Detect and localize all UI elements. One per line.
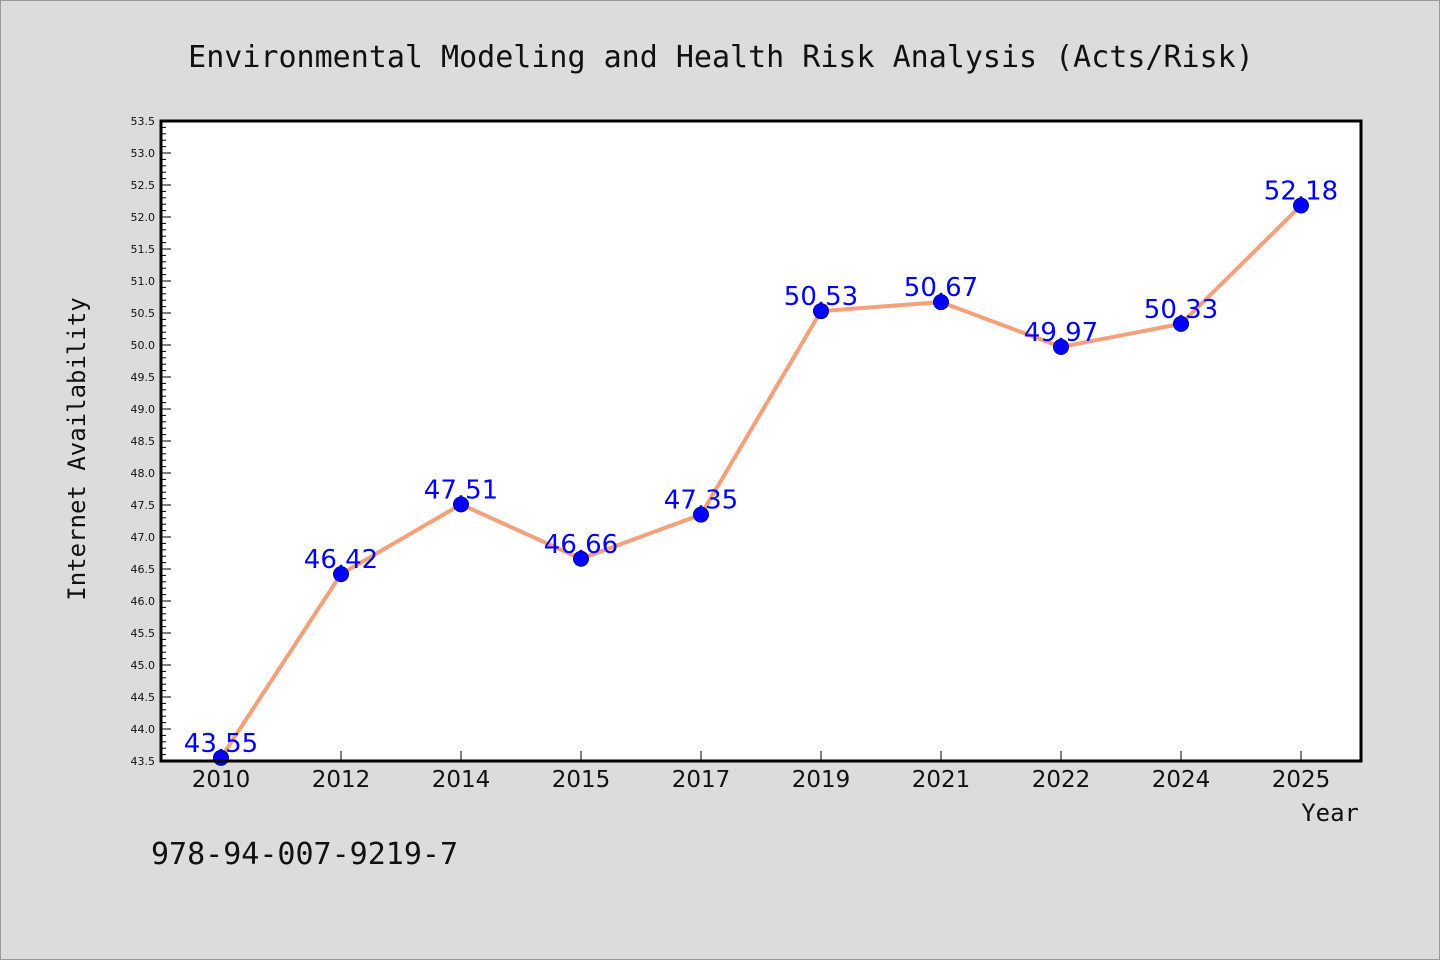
- data-series: 43.55 46.42 47.51 46.66 47.35 50.53 50.67 49.97…: [184, 176, 1338, 766]
- y-tick-label: 46.0: [131, 595, 156, 608]
- x-tick-label: 2014: [432, 767, 491, 793]
- data-label: 46.66: [544, 530, 618, 560]
- y-tick-label: 52.0: [131, 211, 156, 224]
- y-tick-label: 45.5: [131, 627, 156, 640]
- y-tick-label: 50.0: [131, 339, 156, 352]
- data-label: 49.97: [1024, 318, 1098, 348]
- data-point-marker: [1053, 338, 1069, 355]
- x-tick-label: 2015: [552, 767, 611, 793]
- y-axis-label: Internet Availability: [63, 297, 91, 600]
- data-label: 43.55: [184, 729, 258, 759]
- data-label: 46.42: [304, 545, 378, 575]
- y-tick-label: 53.5: [131, 115, 156, 128]
- data-label: 47.35: [664, 486, 738, 516]
- y-tick-label: 45.0: [131, 659, 156, 672]
- chart-title: Environmental Modeling and Health Risk A…: [188, 40, 1254, 75]
- series-line: [219, 203, 1303, 760]
- y-tick-label: 52.5: [131, 179, 156, 192]
- x-tick-label: 2019: [792, 767, 851, 793]
- data-point-marker: [933, 294, 949, 311]
- data-label: 50.67: [904, 273, 978, 303]
- y-tick-label: 43.5: [131, 755, 156, 768]
- y-tick-label: 49.5: [131, 371, 156, 384]
- footer-code: 978-94-007-9219-7: [151, 837, 458, 872]
- data-label: 50.53: [784, 282, 858, 312]
- x-tick-label: 2010: [192, 767, 251, 793]
- y-tick-label: 50.5: [131, 307, 156, 320]
- data-label: 50.33: [1144, 295, 1218, 325]
- x-tick-label: 2021: [912, 767, 971, 793]
- x-axis: 2010 2012 2014 2015 2017 2019 2021 2022 2024 2025: [192, 751, 1331, 793]
- data-label: 52.18: [1264, 176, 1338, 206]
- y-tick-label: 51.0: [131, 275, 156, 288]
- data-point-marker: [573, 550, 589, 567]
- y-tick-label: 51.5: [131, 243, 156, 256]
- y-tick-label: 53.0: [131, 147, 156, 160]
- y-tick-label: 47.0: [131, 531, 156, 544]
- y-tick-label: 48.0: [131, 467, 156, 480]
- data-label: 47.51: [424, 475, 498, 505]
- x-tick-label: 2025: [1272, 767, 1331, 793]
- data-point-marker: [1293, 197, 1309, 214]
- data-point-marker: [693, 506, 709, 523]
- y-tick-label: 44.0: [131, 723, 156, 736]
- y-tick-label: 47.5: [131, 499, 156, 512]
- x-axis-label: Year: [1301, 799, 1359, 827]
- y-tick-label: 48.5: [131, 435, 156, 448]
- x-tick-label: 2012: [312, 767, 371, 793]
- x-tick-label: 2017: [672, 767, 731, 793]
- data-point-marker: [333, 566, 349, 583]
- y-tick-label: 49.0: [131, 403, 156, 416]
- plot-area: [161, 121, 1361, 761]
- y-tick-label: 46.5: [131, 563, 156, 576]
- y-tick-label: 44.5: [131, 691, 156, 704]
- x-tick-label: 2024: [1152, 767, 1211, 793]
- y-axis: 43.5 44.0 44.5 45.0 45.5 46.0 46.5 47.0 47.5 48.0…: [131, 115, 171, 768]
- plot-frame: [159, 119, 1363, 763]
- data-point-marker: [813, 303, 829, 320]
- x-tick-label: 2022: [1032, 767, 1091, 793]
- data-point-marker: [1173, 315, 1189, 332]
- data-point-marker: [453, 496, 469, 513]
